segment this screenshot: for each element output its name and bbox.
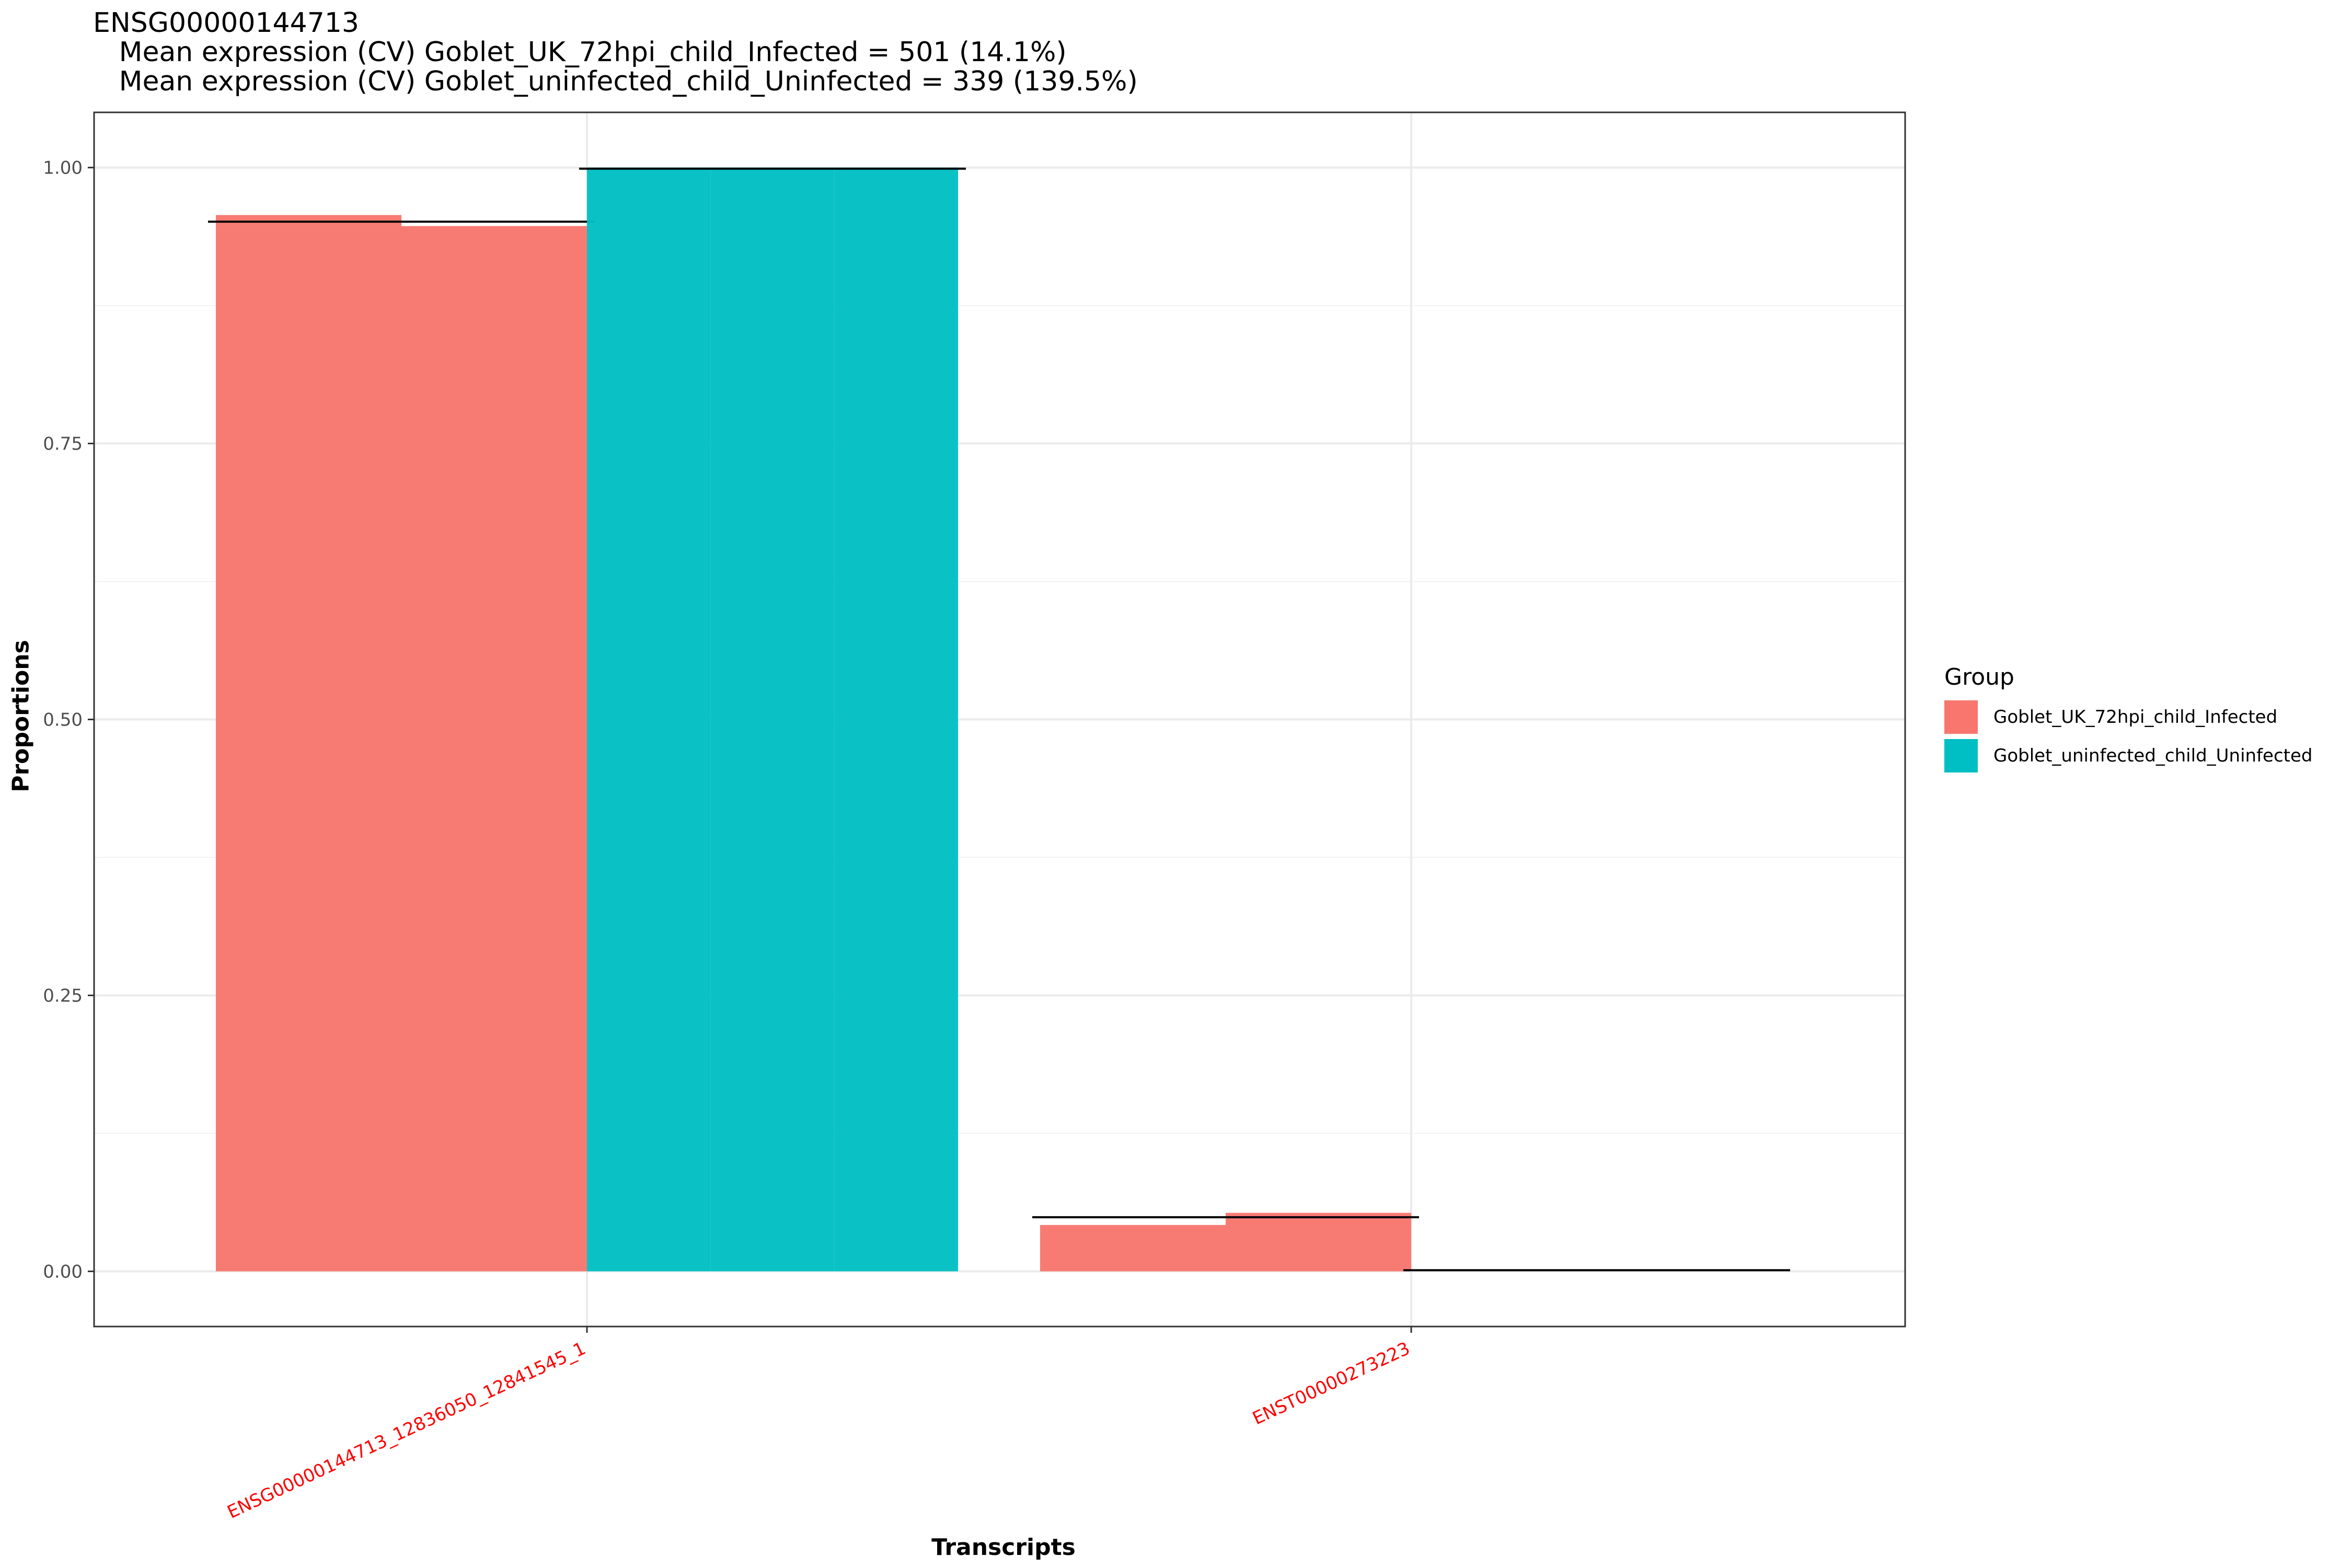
legend-title: Group [1944,664,2014,690]
y-tick-label: 0.75 [43,434,83,455]
bar-0-0-1 [401,226,587,1272]
x-tick-label: ENST00000273223 [1249,1338,1413,1429]
legend-swatch-uninfected [1944,739,1978,773]
y-tick-label: 0.50 [43,710,83,731]
bar-1-0-1 [1226,1213,1411,1272]
y-axis-title: Proportions [7,640,34,792]
bar-0-0-0 [216,215,401,1272]
legend-item-infected: Goblet_UK_72hpi_child_Infected [1944,700,2277,734]
x-axis-title: Transcripts [931,1534,1076,1561]
bar-0-1-1 [710,167,835,1272]
y-tick-label: 0.25 [43,985,83,1006]
x-tick-label: ENSG00000144713_12836050_12841545_1 [224,1338,589,1523]
bar-1-0-0 [1040,1225,1226,1272]
y-tick-label: 1.00 [43,158,83,179]
legend-swatch-infected [1944,700,1978,734]
legend-label-infected: Goblet_UK_72hpi_child_Infected [1993,707,2278,728]
chart-title-line-3: Mean expression (CV) Goblet_uninfected_c… [93,66,1138,97]
bar-0-1-0 [587,167,711,1272]
bar-0-1-2 [834,167,958,1272]
chart-title-line-2: Mean expression (CV) Goblet_UK_72hpi_chi… [93,37,1067,68]
legend-item-uninfected: Goblet_uninfected_child_Uninfected [1944,739,2313,773]
legend-label-uninfected: Goblet_uninfected_child_Uninfected [1993,745,2313,766]
y-tick-label: 0.00 [43,1261,83,1282]
chart-title-line-1: ENSG00000144713 [93,7,359,39]
